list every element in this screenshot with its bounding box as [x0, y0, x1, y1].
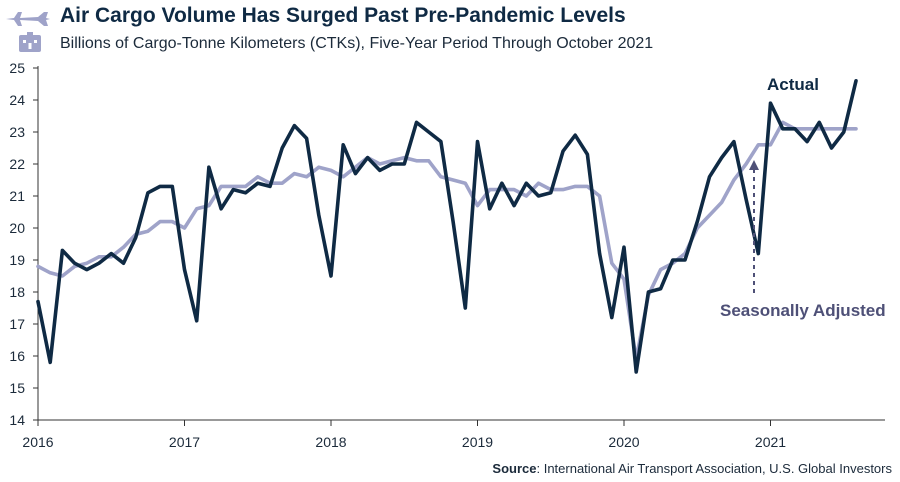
y-tick-label: 25: [9, 60, 25, 76]
source-note: Source: International Air Transport Asso…: [492, 461, 892, 476]
chart-title: Air Cargo Volume Has Surged Past Pre-Pan…: [60, 4, 626, 27]
chart-subtitle: Billions of Cargo-Tonne Kilometers (CTKs…: [60, 35, 654, 52]
y-tick-label: 22: [9, 156, 25, 172]
y-tick-label: 19: [9, 252, 25, 268]
y-tick-label: 14: [9, 412, 25, 428]
y-tick-label: 15: [9, 380, 25, 396]
x-tick-label: 2021: [755, 434, 786, 450]
y-tick-label: 20: [9, 220, 25, 236]
annotation-seasonally-adjusted: Seasonally Adjusted: [720, 301, 886, 320]
y-tick-label: 21: [9, 188, 25, 204]
y-tick-label: 17: [9, 316, 25, 332]
y-tick-label: 24: [9, 92, 25, 108]
annotation-arrow-head: [749, 160, 759, 170]
annotation-actual: Actual: [767, 75, 819, 94]
chart-header: Air Cargo Volume Has Surged Past Pre-Pan…: [0, 0, 900, 62]
series-line-actual: [36, 78, 858, 374]
x-tick-label: 2018: [315, 434, 346, 450]
cargo-box-icon: [19, 32, 41, 52]
y-tick-label: 23: [9, 124, 25, 140]
y-tick-label: 16: [9, 348, 25, 364]
y-tick-label: 18: [9, 284, 25, 300]
source-text: : International Air Transport Associatio…: [536, 461, 892, 476]
x-tick-label: 2016: [22, 434, 53, 450]
x-tick-label: 2017: [169, 434, 200, 450]
airplane-icon: [6, 12, 50, 26]
x-tick-label: 2019: [462, 434, 493, 450]
source-label: Source: [492, 461, 537, 476]
series-line-seasonally-adjusted: [36, 120, 858, 362]
x-tick-label: 2020: [608, 434, 639, 450]
